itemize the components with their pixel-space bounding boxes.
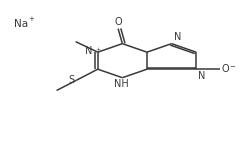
Text: N: N (174, 32, 181, 42)
Text: NH: NH (114, 79, 128, 90)
Text: −: − (229, 64, 235, 70)
Text: O: O (114, 17, 122, 27)
Text: N: N (198, 71, 205, 81)
Text: +: + (28, 16, 34, 22)
Text: N: N (85, 46, 92, 56)
Text: Na: Na (14, 19, 28, 29)
Text: O: O (222, 64, 229, 74)
Text: S: S (68, 75, 75, 85)
Text: +: + (96, 47, 101, 52)
